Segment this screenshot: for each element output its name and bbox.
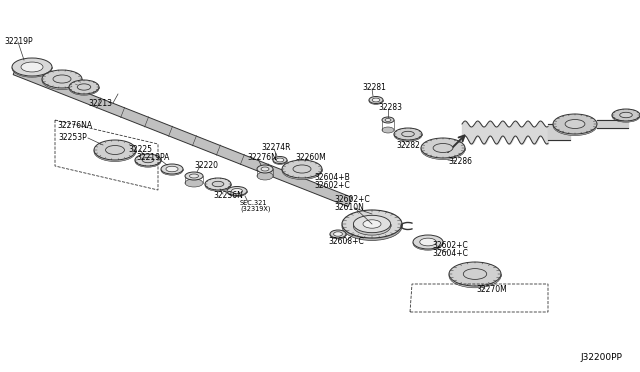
Ellipse shape [293, 165, 311, 173]
Text: 32220: 32220 [194, 160, 218, 170]
Text: 32274R: 32274R [261, 144, 291, 153]
Ellipse shape [12, 59, 52, 77]
Text: 32608+C: 32608+C [328, 237, 364, 247]
Text: 32276NA: 32276NA [57, 122, 92, 131]
Ellipse shape [282, 161, 322, 180]
Ellipse shape [42, 71, 82, 90]
Ellipse shape [353, 215, 390, 232]
Ellipse shape [372, 98, 380, 102]
Text: 32270M: 32270M [476, 285, 507, 295]
Text: 32260M: 32260M [295, 153, 326, 161]
Text: 32236N: 32236N [213, 190, 243, 199]
Ellipse shape [273, 157, 287, 164]
Polygon shape [13, 65, 352, 207]
Ellipse shape [161, 165, 183, 175]
Ellipse shape [142, 157, 154, 163]
Ellipse shape [232, 189, 243, 193]
Ellipse shape [369, 97, 383, 105]
Text: 32602+C: 32602+C [314, 182, 349, 190]
Text: 32602+C: 32602+C [334, 196, 370, 205]
Ellipse shape [369, 96, 383, 103]
Ellipse shape [77, 84, 91, 90]
Ellipse shape [433, 144, 453, 153]
Ellipse shape [21, 62, 43, 72]
Ellipse shape [94, 140, 136, 160]
Ellipse shape [449, 264, 501, 288]
Ellipse shape [205, 179, 231, 191]
Ellipse shape [330, 230, 346, 238]
Ellipse shape [273, 157, 287, 164]
Ellipse shape [402, 131, 414, 137]
Ellipse shape [12, 58, 52, 76]
Ellipse shape [282, 160, 322, 178]
Text: 32219PA: 32219PA [136, 154, 170, 163]
Ellipse shape [421, 138, 465, 158]
Ellipse shape [612, 109, 640, 121]
Ellipse shape [394, 128, 422, 140]
Ellipse shape [185, 172, 203, 180]
Ellipse shape [257, 165, 273, 173]
Ellipse shape [106, 145, 124, 154]
Ellipse shape [330, 231, 346, 239]
Text: 32225: 32225 [128, 145, 152, 154]
Ellipse shape [135, 155, 161, 167]
Ellipse shape [421, 140, 465, 160]
Text: 32253P: 32253P [58, 134, 87, 142]
Ellipse shape [620, 112, 632, 118]
Ellipse shape [612, 110, 640, 122]
Ellipse shape [394, 129, 422, 141]
Text: 32213: 32213 [88, 99, 112, 109]
Ellipse shape [166, 166, 178, 172]
Ellipse shape [227, 187, 247, 196]
Ellipse shape [53, 75, 71, 83]
Ellipse shape [342, 212, 402, 240]
Ellipse shape [42, 70, 82, 88]
Ellipse shape [276, 158, 284, 162]
Ellipse shape [69, 81, 99, 95]
Text: 32604+C: 32604+C [432, 248, 468, 257]
Ellipse shape [353, 218, 390, 235]
Text: 32281: 32281 [362, 83, 386, 93]
Ellipse shape [463, 269, 486, 279]
Text: SEC.321: SEC.321 [240, 200, 268, 206]
Ellipse shape [382, 117, 394, 123]
Ellipse shape [227, 186, 247, 196]
Ellipse shape [185, 179, 203, 187]
Ellipse shape [342, 210, 402, 238]
Ellipse shape [553, 115, 597, 135]
Ellipse shape [333, 232, 342, 236]
Text: 32602+C: 32602+C [432, 241, 468, 250]
Ellipse shape [382, 127, 394, 133]
Ellipse shape [413, 235, 443, 249]
Text: 32286: 32286 [448, 157, 472, 167]
Ellipse shape [257, 172, 273, 180]
Ellipse shape [261, 167, 269, 171]
Ellipse shape [189, 174, 198, 178]
Ellipse shape [205, 178, 231, 190]
Text: 32282: 32282 [396, 141, 420, 151]
Text: (32319X): (32319X) [240, 206, 271, 212]
Ellipse shape [94, 141, 136, 161]
Ellipse shape [212, 181, 224, 187]
Ellipse shape [413, 236, 443, 250]
Ellipse shape [553, 114, 597, 134]
Ellipse shape [420, 238, 436, 246]
Ellipse shape [161, 164, 183, 174]
Ellipse shape [449, 262, 501, 286]
Ellipse shape [363, 220, 381, 228]
Ellipse shape [565, 119, 585, 128]
Ellipse shape [385, 119, 391, 122]
Text: 32283: 32283 [378, 103, 402, 112]
Text: 32276N: 32276N [247, 154, 277, 163]
Text: J32200PP: J32200PP [580, 353, 622, 362]
Text: 32219P: 32219P [4, 38, 33, 46]
Ellipse shape [69, 80, 99, 94]
Text: 32604+B: 32604+B [314, 173, 349, 183]
Ellipse shape [135, 154, 161, 166]
Text: 32610N: 32610N [334, 203, 364, 212]
